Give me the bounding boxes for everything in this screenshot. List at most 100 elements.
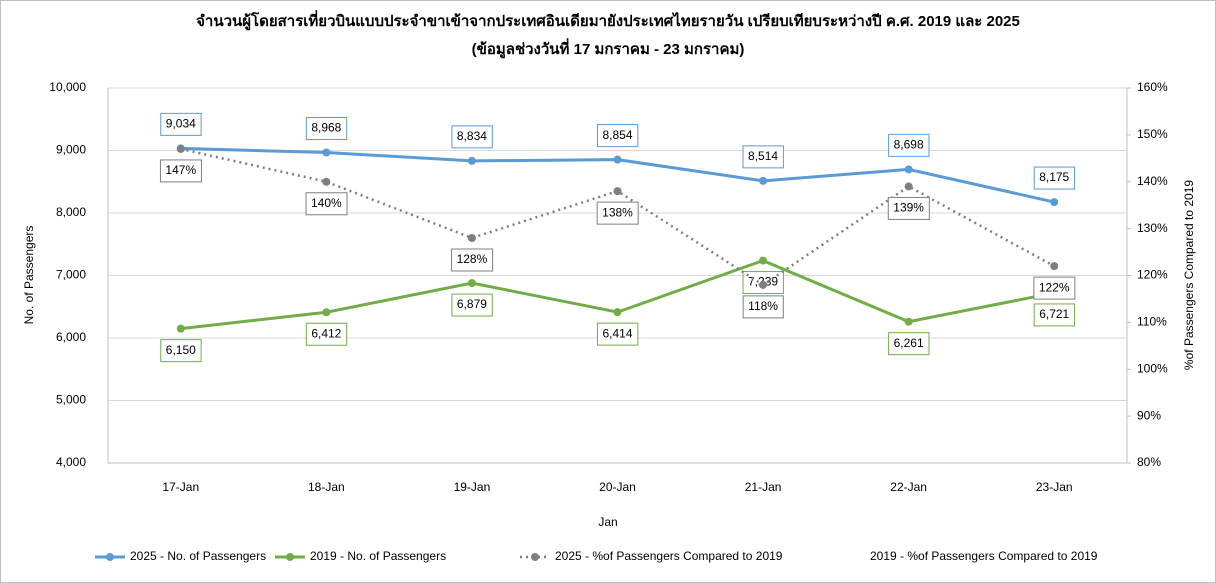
y2-tick-label: 160% [1137,80,1168,94]
data-label: 6,412 [305,322,348,346]
point [1050,262,1059,271]
label-box [451,125,493,149]
y2-tick-label: 120% [1137,268,1168,282]
y-tick-label: 4,000 [56,455,86,469]
legend-label: 2019 - No. of Passengers [310,549,446,563]
data-label-text: 8,514 [748,149,778,163]
point [467,279,476,288]
data-label: 8,854 [596,124,639,148]
point [1050,198,1059,207]
point [176,144,185,153]
data-label-text: 138% [602,205,633,219]
label-box [742,145,784,169]
x-tick-label: 23-Jan [1036,480,1073,494]
y2-tick-label: 90% [1137,408,1161,422]
data-label-text: 139% [893,201,924,215]
point [322,308,331,317]
point [759,280,768,289]
label-box [159,159,202,183]
y2-tick-label: 150% [1137,127,1168,141]
point [759,176,768,185]
y2-tick-label: 100% [1137,361,1168,375]
point [904,165,913,174]
data-label-text: 8,698 [894,138,924,152]
x-tick-label: 21-Jan [745,480,782,494]
point [322,148,331,157]
data-label: 6,721 [1033,303,1076,327]
chart-subtitle: (ข้อมูลช่วงวันที่ 17 มกราคม - 23 มกราคม) [472,38,745,59]
data-label: 147% [159,159,202,183]
y2-tick-label: 130% [1137,221,1168,235]
label-box [305,117,348,140]
y-tick-label: 10,000 [49,80,86,94]
point [759,256,768,265]
legend-label: 2019 - %of Passengers Compared to 2019 [870,549,1098,563]
data-label: 6,261 [888,332,930,356]
data-label: 6,879 [451,293,493,317]
y2-tick-label: 80% [1137,455,1161,469]
label-box [888,332,930,356]
data-label-text: 122% [1039,280,1070,294]
data-label-text: 6,721 [1039,307,1069,321]
point [904,182,913,191]
point [613,187,622,196]
point [613,308,622,317]
data-label-text: 8,854 [602,128,632,142]
label-box [1033,303,1076,327]
data-label-text: 6,261 [894,336,924,350]
legend-marker [106,553,114,561]
x-tick-label: 17-Jan [162,480,199,494]
data-label: 8,514 [742,145,784,169]
data-label-text: 6,414 [602,326,632,340]
label-box [596,201,639,225]
data-label-text: 147% [165,163,196,177]
data-label-text: 6,412 [311,326,341,340]
label-box [305,192,348,216]
data-label-text: 6,879 [457,297,487,311]
y2-tick-label: 110% [1137,315,1167,329]
point [467,234,476,242]
x-tick-label: 19-Jan [454,480,491,494]
y-tick-label: 7,000 [56,268,86,282]
data-label: 139% [887,196,930,220]
x-tick-label: 22-Jan [890,480,927,494]
label-box [451,248,494,272]
y-tick-label: 6,000 [56,330,86,344]
point [176,324,185,333]
x-tick-label: 18-Jan [308,480,345,494]
y-tick-label: 8,000 [56,205,86,219]
y2-tick-label: 140% [1137,174,1168,188]
data-label-text: 9,034 [166,117,196,131]
point [467,156,476,165]
data-label-text: 6,150 [166,343,196,357]
data-label: 118% [742,295,784,319]
legend-marker [286,553,294,561]
data-label: 9,034 [160,112,202,136]
label-box [742,295,784,319]
data-label-text: 8,834 [457,129,487,143]
data-label-text: 118% [748,299,778,313]
label-box [596,322,639,346]
x-axis-label: Jan [598,515,617,529]
legend-label: 2025 - %of Passengers Compared to 2019 [555,549,783,563]
label-box [596,124,639,148]
label-box [160,339,202,363]
legend-label: 2025 - No. of Passengers [130,549,266,563]
point [904,317,913,326]
data-label-text: 128% [457,252,488,266]
label-box [1033,166,1076,190]
data-label: 140% [305,192,348,216]
point [613,155,622,164]
y-tick-label: 9,000 [56,143,86,157]
data-label: 8,968 [305,117,348,140]
label-box [887,196,930,220]
point [322,177,331,186]
data-label-text: 8,175 [1039,170,1069,184]
data-label: 6,150 [160,339,202,363]
data-label: 6,414 [596,322,639,346]
legend-marker [531,553,539,561]
label-box [1033,276,1076,300]
label-box [888,133,930,157]
